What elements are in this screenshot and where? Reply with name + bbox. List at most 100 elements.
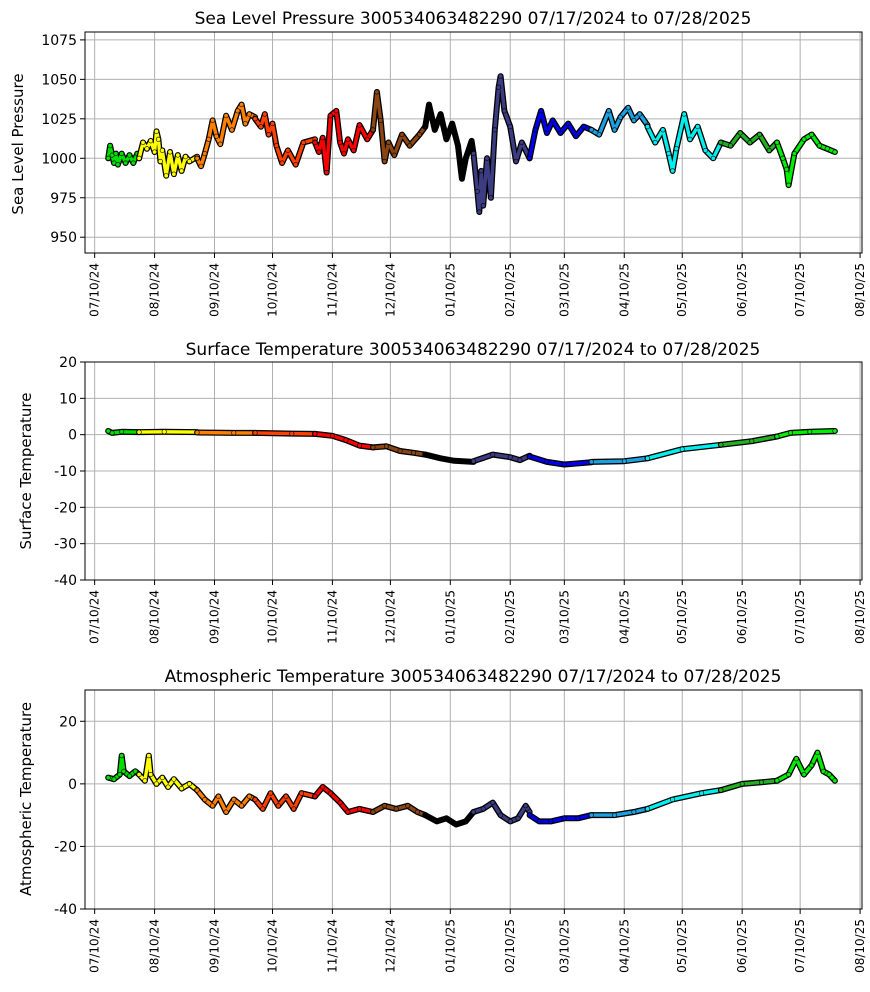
x-tick-label: 03/10/25	[557, 263, 571, 317]
data-point	[544, 459, 550, 465]
data-point	[496, 84, 502, 90]
data-point	[826, 771, 832, 777]
data-point	[262, 111, 268, 117]
data-point	[121, 768, 127, 774]
data-point	[337, 140, 343, 146]
data-point	[157, 158, 163, 164]
data-point	[490, 452, 496, 458]
data-series-10	[644, 441, 724, 462]
data-series-2	[194, 429, 259, 436]
data-point	[159, 147, 165, 153]
data-point	[581, 124, 587, 130]
data-point	[774, 778, 780, 784]
data-point	[105, 155, 111, 161]
data-point	[399, 132, 405, 138]
data-point	[246, 111, 252, 117]
data-point	[260, 806, 266, 812]
data-series-12	[774, 428, 838, 440]
data-point	[532, 127, 538, 133]
data-point	[382, 158, 388, 164]
x-tick-label: 10/10/24	[265, 919, 279, 973]
data-point	[490, 800, 496, 806]
y-tick-label: 20	[59, 355, 77, 371]
data-point	[210, 117, 216, 123]
y-tick-label: 10	[59, 391, 77, 407]
data-point	[449, 121, 455, 127]
data-point	[117, 771, 123, 777]
x-tick-label: 11/10/24	[325, 590, 339, 644]
data-point	[507, 818, 513, 824]
data-series-9	[588, 805, 651, 819]
data-series-8	[526, 107, 595, 162]
data-point	[161, 429, 167, 435]
data-point	[300, 140, 306, 146]
data-series-6	[422, 101, 477, 182]
data-point	[739, 781, 745, 787]
data-point	[113, 151, 119, 157]
data-point	[132, 768, 138, 774]
x-tick-label: 08/10/24	[148, 590, 162, 644]
data-point	[463, 818, 469, 824]
data-point	[758, 779, 764, 785]
y-tick-label: -20	[54, 839, 77, 855]
x-tick-label: 04/10/25	[617, 263, 631, 317]
data-point	[809, 132, 815, 138]
data-point	[298, 790, 304, 796]
data-point	[666, 151, 672, 157]
data-point	[312, 140, 318, 146]
data-point	[407, 143, 413, 149]
data-point	[351, 147, 357, 153]
x-tick-label: 05/10/25	[675, 919, 689, 973]
data-point	[179, 168, 185, 174]
data-point	[223, 809, 229, 815]
x-tick-label: 05/10/25	[675, 590, 689, 644]
x-tick-label: 01/10/25	[443, 919, 457, 973]
data-point	[215, 793, 221, 799]
data-point	[652, 140, 658, 146]
data-point	[695, 124, 701, 130]
y-tick-label: 950	[50, 230, 77, 246]
data-point	[786, 771, 792, 777]
data-point	[673, 146, 679, 152]
data-point	[231, 796, 237, 802]
data-point	[142, 778, 148, 784]
data-point	[416, 132, 422, 138]
data-point	[146, 753, 152, 759]
data-point	[393, 806, 399, 812]
data-point	[312, 793, 318, 799]
data-point	[453, 821, 459, 827]
data-series-7	[470, 73, 533, 215]
data-point	[617, 114, 623, 120]
data-point	[793, 756, 799, 762]
data-point	[527, 812, 533, 818]
data-series-10	[644, 787, 724, 812]
data-point	[573, 133, 579, 139]
data-point	[194, 429, 200, 435]
data-point	[644, 806, 650, 812]
x-tick-label: 11/10/24	[325, 263, 339, 317]
x-tick-label: 08/10/25	[853, 590, 867, 644]
data-series-11	[717, 130, 780, 154]
data-point	[699, 790, 705, 796]
series-line	[645, 788, 723, 811]
data-point	[337, 800, 343, 806]
x-tick-label: 01/10/25	[443, 590, 457, 644]
data-point	[527, 453, 533, 459]
plot-frame	[84, 31, 863, 254]
x-tick-label: 09/10/24	[208, 919, 222, 973]
data-point	[478, 168, 484, 174]
data-point	[130, 160, 136, 166]
series-line	[371, 90, 427, 164]
data-point	[791, 151, 797, 157]
data-point	[333, 108, 339, 114]
data-point	[385, 140, 391, 146]
data-point	[670, 168, 676, 174]
data-point	[832, 149, 838, 155]
data-series-3	[252, 111, 318, 168]
data-point	[832, 778, 838, 784]
x-tick-label: 06/10/25	[735, 590, 749, 644]
x-tick-label: 08/10/24	[148, 919, 162, 973]
data-point	[320, 135, 326, 141]
y-tick-label: 1075	[41, 33, 77, 49]
data-point	[548, 818, 554, 824]
